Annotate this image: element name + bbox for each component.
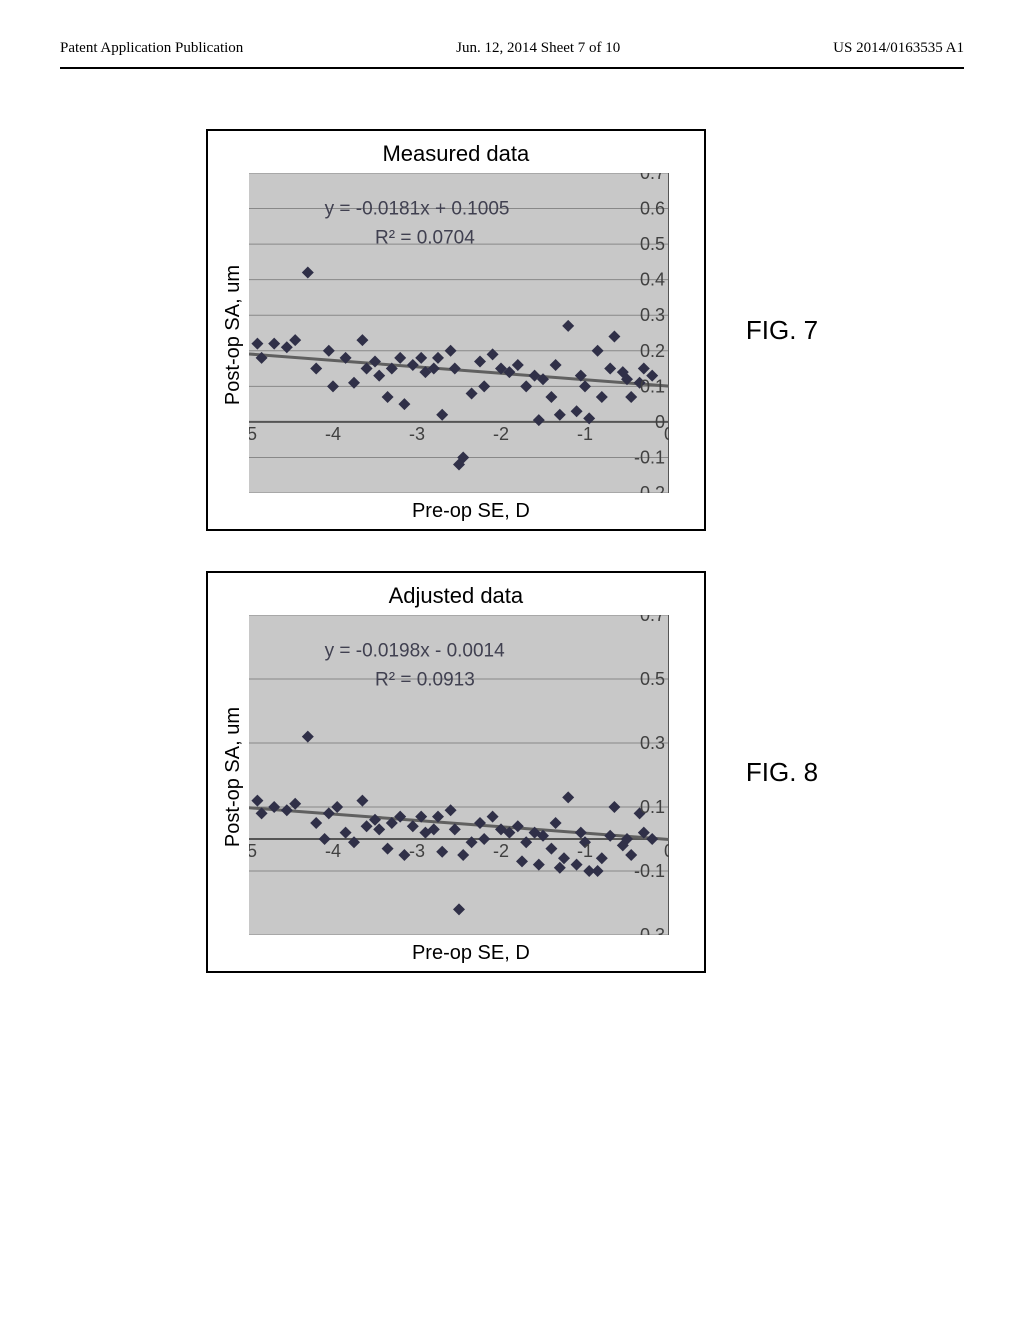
svg-text:0.7: 0.7 (640, 615, 665, 625)
svg-text:0.3: 0.3 (640, 733, 665, 753)
svg-text:y = -0.0181x + 0.1005: y = -0.0181x + 0.1005 (324, 199, 509, 220)
svg-text:-3: -3 (409, 424, 425, 444)
figure-7-xlabel: Pre-op SE, D (252, 500, 690, 523)
svg-text:0.7: 0.7 (640, 173, 665, 183)
header-left: Patent Application Publication (60, 40, 243, 57)
svg-text:-2: -2 (493, 424, 509, 444)
figure-8-row: Adjusted data Post-op SA, um -0.3 -0.1 0.1… (206, 571, 818, 973)
svg-text:-0.3: -0.3 (634, 925, 665, 935)
figures-container: Measured data Post-op SA, um -0.2-0.100.… (60, 129, 964, 973)
svg-text:0.1: 0.1 (640, 797, 665, 817)
figure-7-plot: -0.2 -0.1 0 0.1 0.2 0.3 0.4 0.5 0.6 0.7 -5 -4 -3 -2 -1… (249, 173, 669, 498)
figure-8-plot-wrap: Post-op SA, um -0.3-0.10.10.30.50.7-5-4-… (222, 615, 690, 940)
svg-text:0.3: 0.3 (640, 305, 665, 325)
svg-text:-1: -1 (577, 424, 593, 444)
svg-text:-1: -1 (577, 841, 593, 861)
header-rule (60, 67, 964, 69)
svg-text:-5: -5 (249, 424, 257, 444)
figure-7-title: Measured data (222, 141, 690, 167)
svg-text:-5: -5 (249, 841, 257, 861)
svg-text:-0.2: -0.2 (634, 483, 665, 493)
svg-text:-3: -3 (409, 841, 425, 861)
page-header: Patent Application Publication Jun. 12, … (60, 40, 964, 57)
header-center: Jun. 12, 2014 Sheet 7 of 10 (456, 40, 620, 57)
svg-text:0: 0 (664, 841, 669, 861)
figure-7-row: Measured data Post-op SA, um -0.2 -0.1 0 0.… (206, 129, 818, 531)
figure-7-plot-wrap: Post-op SA, um -0.2 -0.1 0 0.1 0.2 0.3 0.4 0.5 0… (222, 173, 690, 498)
figure-8-chart: Adjusted data Post-op SA, um -0.3 -0.1 0.1… (206, 571, 706, 973)
header-right: US 2014/0163535 A1 (833, 40, 964, 57)
svg-text:R² = 0.0913: R² = 0.0913 (375, 669, 475, 690)
svg-text:0.6: 0.6 (640, 199, 665, 219)
svg-text:-2: -2 (493, 841, 509, 861)
svg-text:0.4: 0.4 (640, 270, 665, 290)
figure-8-label: FIG. 8 (746, 757, 818, 788)
svg-text:-4: -4 (325, 424, 341, 444)
svg-text:y = -0.0198x - 0.0014: y = -0.0198x - 0.0014 (324, 641, 505, 662)
svg-text:-0.1: -0.1 (634, 447, 665, 467)
svg-text:-4: -4 (325, 841, 341, 861)
figure-8-plot: -0.3 -0.1 0.1 0.3 0.5 0.7 -5 -4 -3 -2 -1 0 y = -0.01… (249, 615, 669, 940)
svg-text:0.5: 0.5 (640, 234, 665, 254)
svg-text:0.5: 0.5 (640, 669, 665, 689)
figure-7-label: FIG. 7 (746, 315, 818, 346)
svg-text:-0.1: -0.1 (634, 861, 665, 881)
page: Patent Application Publication Jun. 12, … (0, 0, 1024, 1320)
figure-8-title: Adjusted data (222, 583, 690, 609)
figure-7-chart: Measured data Post-op SA, um -0.2 -0.1 0 0.… (206, 129, 706, 531)
svg-text:0.2: 0.2 (640, 341, 665, 361)
svg-text:0: 0 (664, 424, 669, 444)
figure-8-xlabel: Pre-op SE, D (252, 942, 690, 965)
svg-text:R² = 0.0704: R² = 0.0704 (375, 227, 475, 248)
svg-text:0.1: 0.1 (640, 376, 665, 396)
figure-7-ylabel: Post-op SA, um (222, 265, 245, 405)
figure-8-ylabel: Post-op SA, um (222, 707, 245, 847)
